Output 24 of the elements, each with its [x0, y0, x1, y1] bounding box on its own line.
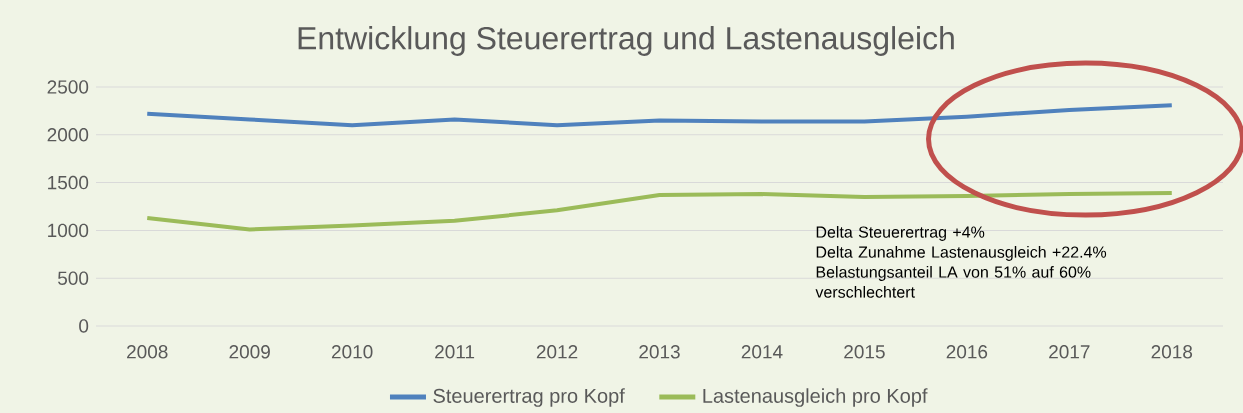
x-tick-label: 2012	[536, 345, 578, 359]
y-tick-label: 2500	[47, 80, 89, 94]
x-tick-label: 2016	[946, 345, 988, 359]
x-tick-label: 2010	[331, 345, 373, 359]
x-tick-label: 2015	[844, 345, 885, 359]
y-tick-label: 500	[57, 271, 89, 285]
y-tick-label: 2000	[47, 128, 89, 142]
y-tick-label: 1000	[48, 223, 89, 238]
x-tick-label: 2008	[127, 345, 168, 359]
x-tick-label: 2017	[1049, 345, 1090, 359]
legend-label: Lastenausgleich pro Kopf	[703, 388, 928, 407]
annotation: Belastungsanteil LA von 51% auf 60% verschlechtert	[815, 266, 1091, 298]
annotation: Delta Steuerertrag +4%	[816, 226, 985, 241]
y-tick-label: 0	[79, 319, 89, 333]
x-tick-label: 2009	[229, 345, 270, 359]
x-tick-label: 2013	[639, 345, 680, 359]
x-tick-label: 2014	[741, 345, 783, 359]
x-tick-label: 2018	[1151, 345, 1193, 359]
legend-label: Steuerertrag pro Kopf	[433, 388, 625, 407]
y-tick-label: 1500	[48, 175, 89, 190]
annotation: Delta Zunahme Lastenausgleich +22.4%	[816, 246, 1107, 261]
chart-title: Entwicklung Steuerertrag und Lastenausgleich	[298, 26, 954, 56]
line-series	[145, 103, 1174, 128]
x-tick-label: 2011	[435, 345, 475, 359]
